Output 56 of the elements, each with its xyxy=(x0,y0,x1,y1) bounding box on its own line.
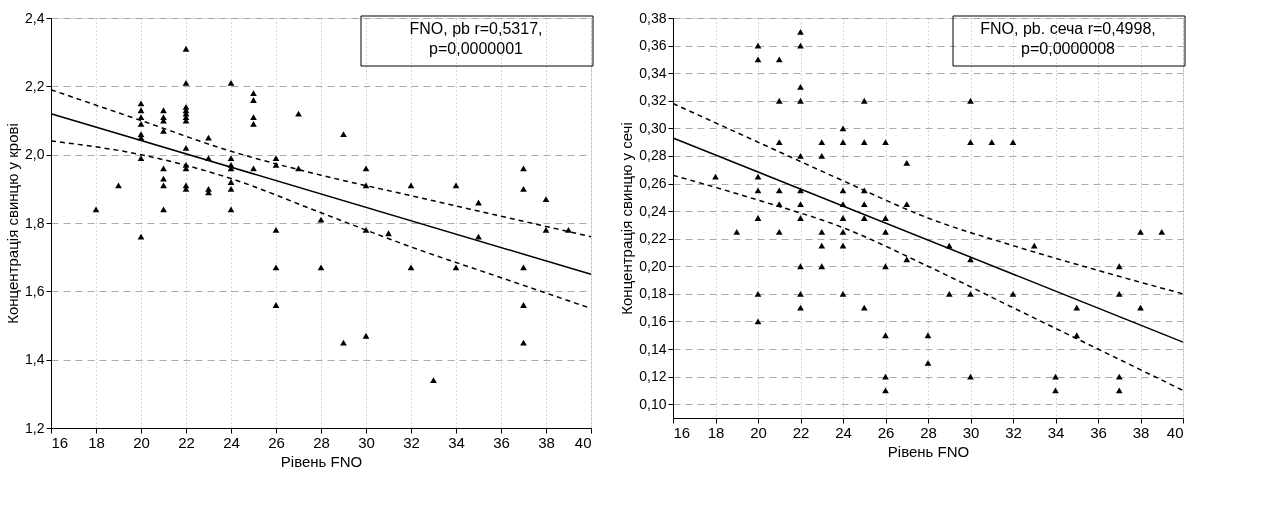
x-tick-label: 40 xyxy=(574,433,592,451)
x-tick-label: 20 xyxy=(750,423,767,441)
y-tick-label: 2,4 xyxy=(25,9,45,26)
y-tick-label: 1,6 xyxy=(25,282,45,299)
y-tick-label: 2,0 xyxy=(25,146,45,163)
x-tick-label: 20 xyxy=(133,433,150,451)
x-tick-label: 36 xyxy=(1090,423,1107,441)
x-tick-label: 34 xyxy=(448,433,465,451)
x-tick-label: 22 xyxy=(792,423,810,441)
y-tick-label: 0,14 xyxy=(639,340,667,357)
y-tick-label: 0,26 xyxy=(639,175,667,192)
y-tick-label: 0,38 xyxy=(639,9,667,26)
x-tick-label: 32 xyxy=(403,433,420,451)
y-tick-label: 0,34 xyxy=(639,64,667,81)
x-tick-label: 34 xyxy=(1047,423,1065,441)
y-tick-label: 0,22 xyxy=(639,230,667,247)
x-tick-label: 24 xyxy=(223,433,240,451)
x-tick-label: 32 xyxy=(1005,423,1022,441)
y-tick-label: 1,4 xyxy=(25,351,45,368)
y-tick-label: 0,20 xyxy=(639,257,667,274)
y-tick-label: 1,8 xyxy=(25,214,45,231)
y-tick-label: 0,30 xyxy=(639,119,667,136)
y-axis-title: Концентрація свинцю у сечі xyxy=(618,122,636,315)
y-tick-label: 0,32 xyxy=(639,92,667,109)
annotation: p=0,0000008 xyxy=(1021,40,1116,57)
y-tick-label: 0,36 xyxy=(639,37,667,54)
x-axis-title: Рівень FNO xyxy=(887,442,970,460)
annotation: p=0,0000001 xyxy=(429,40,524,57)
y-tick-label: 0,24 xyxy=(639,202,667,219)
y-tick-label: 1,2 xyxy=(25,419,45,436)
x-tick-label: 26 xyxy=(877,423,895,441)
x-tick-label: 30 xyxy=(358,433,375,451)
x-tick-label: 28 xyxy=(313,433,330,451)
x-tick-label: 38 xyxy=(1132,423,1150,441)
x-tick-label: 22 xyxy=(178,433,195,451)
y-tick-label: 2,2 xyxy=(25,77,45,94)
x-tick-label: 36 xyxy=(493,433,510,451)
x-tick-label: 16 xyxy=(51,433,69,451)
y-tick-label: 0,18 xyxy=(639,285,667,302)
x-tick-label: 18 xyxy=(707,423,725,441)
annotation: FNO, pb. сеча r=0,4998, xyxy=(980,20,1156,37)
x-tick-label: 28 xyxy=(920,423,937,441)
y-tick-label: 0,28 xyxy=(639,147,667,164)
y-tick-label: 0,16 xyxy=(639,312,667,329)
x-tick-label: 40 xyxy=(1166,423,1184,441)
y-axis-title: Концентрація свинцю у крові xyxy=(4,123,22,324)
x-axis-title: Рівень FNO xyxy=(280,452,363,470)
x-tick-label: 38 xyxy=(538,433,555,451)
x-tick-label: 26 xyxy=(268,433,285,451)
y-tick-label: 0,10 xyxy=(639,395,667,412)
x-tick-label: 30 xyxy=(962,423,980,441)
x-tick-label: 24 xyxy=(835,423,852,441)
y-tick-label: 0,12 xyxy=(639,368,667,385)
x-tick-label: 18 xyxy=(88,433,105,451)
annotation: FNO, pb r=0,5317, xyxy=(409,20,543,37)
x-tick-label: 16 xyxy=(673,423,691,441)
